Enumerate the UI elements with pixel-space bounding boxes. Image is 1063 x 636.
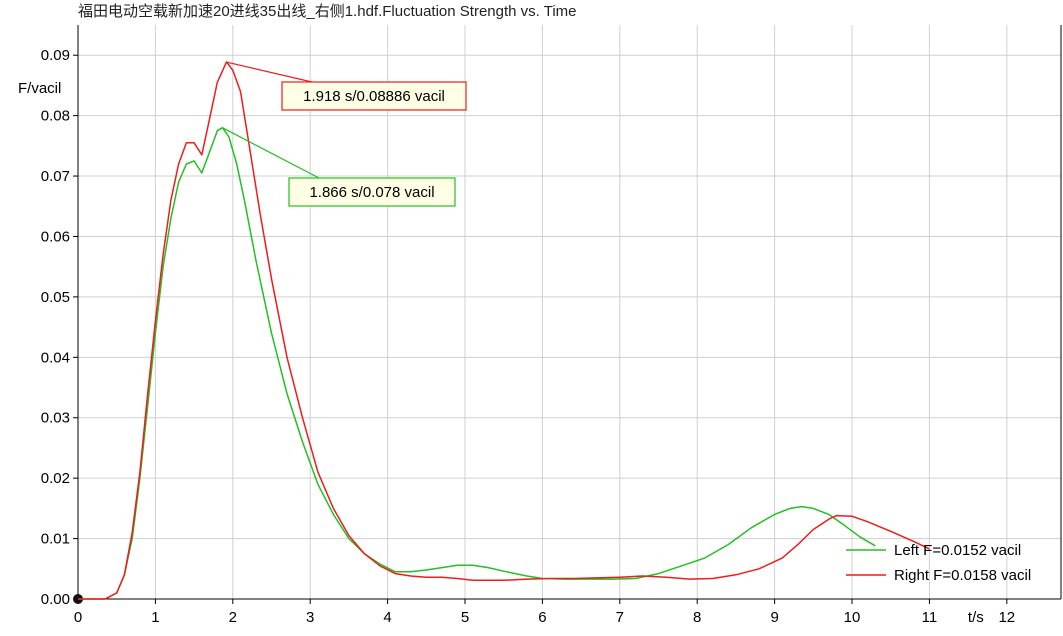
series-layer <box>78 61 930 600</box>
x-tick-label: 11 <box>922 609 938 626</box>
x-tick-label: 9 <box>770 609 778 626</box>
x-axis-label: t/s <box>968 609 984 626</box>
x-tick-label: 1 <box>151 609 159 626</box>
grid <box>78 25 1061 599</box>
x-tick-label: 7 <box>616 609 624 626</box>
x-tick-label: 12 <box>998 609 1015 626</box>
annotations: 1.918 s/0.08886 vacil 1.866 s/0.078 vacil <box>222 61 467 207</box>
chart-title: 福田电动空载新加速20进线35出线_右侧1.hdf.Fluctuation St… <box>78 3 577 20</box>
y-tick-label: 0.02 <box>41 470 70 487</box>
y-tick-label: 0.07 <box>41 168 70 185</box>
x-tick-label: 0 <box>74 609 82 626</box>
tick-labels: 0 1 2 3 4 5 6 7 8 9 10 11 12t/s0.000.010.020.030.040… <box>41 47 1015 626</box>
series-line-right <box>78 61 930 600</box>
series-line-left <box>78 126 876 600</box>
x-tick-label: 10 <box>844 609 861 626</box>
legend-label: Right F=0.0158 vacil <box>894 567 1031 584</box>
x-tick-label: 3 <box>306 609 314 626</box>
callout-label: 1.918 s/0.08886 vacil <box>303 88 445 105</box>
y-tick-label: 0.03 <box>41 410 70 427</box>
y-tick-label: 0.09 <box>41 47 70 64</box>
y-tick-label: 0.00 <box>41 591 70 608</box>
y-tick-label: 0.08 <box>41 108 70 125</box>
y-axis-label: F/vacil <box>18 80 61 97</box>
x-tick-label: 6 <box>538 609 546 626</box>
y-tick-label: 0.05 <box>41 289 70 306</box>
callout-box <box>288 177 456 207</box>
legend: Left F=0.0152 vacil Right F=0.0158 vacil <box>846 542 1031 584</box>
axes <box>73 25 1062 604</box>
y-tick-label: 0.06 <box>41 228 70 245</box>
y-tick-label: 0.01 <box>41 531 70 548</box>
legend-label: Left F=0.0152 vacil <box>894 542 1021 559</box>
x-tick-label: 4 <box>383 609 391 626</box>
callout-leader <box>222 127 320 179</box>
x-tick-label: 5 <box>461 609 469 626</box>
callout-box <box>281 81 467 111</box>
x-tick-label: 2 <box>229 609 237 626</box>
annotation-callout: 1.918 s/0.08886 vacil <box>226 61 467 111</box>
callout-label: 1.866 s/0.078 vacil <box>309 184 434 201</box>
y-tick-label: 0.04 <box>41 349 70 366</box>
x-tick-label: 8 <box>693 609 701 626</box>
callout-leader <box>226 61 313 83</box>
annotation-callout: 1.866 s/0.078 vacil <box>222 127 456 207</box>
